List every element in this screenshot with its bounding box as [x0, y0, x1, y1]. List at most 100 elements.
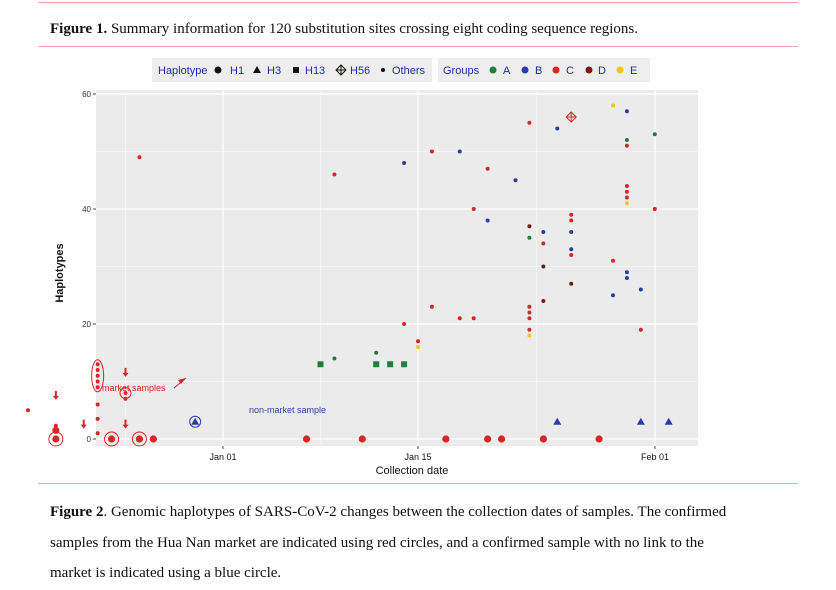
others-legend-label: Others [392, 65, 426, 77]
other-point [402, 161, 407, 165]
other-point [611, 293, 615, 298]
other-point [527, 327, 532, 332]
gridlines [96, 90, 698, 446]
other-point [95, 368, 100, 372]
other-point [332, 356, 337, 361]
other-point [485, 166, 490, 171]
group-a-legend-key [489, 66, 497, 74]
top-rule [38, 2, 798, 3]
other-point [541, 264, 546, 269]
other-point [485, 218, 490, 223]
y-axis-title: Haplotypes [54, 243, 66, 302]
red-arrow-marker [80, 419, 87, 429]
other-point [416, 345, 420, 349]
other-point [569, 281, 574, 286]
x-tick-label: Feb 01 [641, 452, 669, 462]
annotation-ring [119, 387, 132, 399]
other-point [137, 155, 142, 160]
h13-legend-label: H13 [305, 65, 325, 77]
y-tick-label: 20 [82, 320, 91, 329]
h3-point [664, 417, 673, 425]
group-b-legend-key [521, 66, 529, 74]
h1-legend-label: H1 [230, 65, 244, 77]
h3-point [636, 417, 645, 425]
other-point [569, 230, 574, 234]
h3-legend-key [253, 66, 261, 73]
other-point [541, 230, 546, 234]
groups-legend-title: Groups [443, 65, 480, 77]
other-point [95, 385, 100, 390]
other-point [569, 212, 574, 217]
h56-legend-label: H56 [350, 65, 370, 77]
group-c-legend-key [552, 66, 560, 74]
other-point [95, 402, 100, 407]
other-point [624, 276, 629, 280]
figure1-caption: Figure 1. Summary information for 120 su… [50, 21, 638, 38]
h56-point [565, 111, 577, 123]
other-point [471, 207, 476, 211]
other-point [569, 253, 574, 257]
haplotype-scatter-chart: Haplotype H1 H3 H13 H56 Others Groups A … [26, 58, 698, 477]
other-point [541, 241, 546, 246]
market-samples-label: market samples [102, 383, 166, 393]
other-point [95, 379, 100, 384]
other-point [513, 178, 518, 183]
h1-point [595, 435, 603, 443]
other-point [569, 247, 574, 252]
h1-point [358, 435, 366, 443]
other-point [624, 201, 629, 206]
other-point [123, 391, 128, 395]
axes: 0 20 40 60 Jan 01 Jan 15 Feb 01 [82, 90, 669, 462]
legend: Haplotype H1 H3 H13 H56 Others Groups A … [152, 58, 650, 82]
annotation-ring [131, 431, 147, 447]
h1-point [484, 435, 492, 443]
h1-point [497, 435, 506, 443]
h1-point [149, 435, 157, 443]
plot-panel [96, 90, 698, 446]
red-arrow-marker [52, 390, 59, 400]
other-point [638, 287, 643, 292]
other-point [471, 316, 476, 321]
other-point [402, 322, 407, 326]
figure1-text: Summary information for 120 substitution… [107, 21, 638, 37]
other-point [624, 138, 629, 142]
market-cluster-ellipse [91, 359, 105, 393]
other-point [53, 423, 58, 428]
h3-legend-label: H3 [267, 65, 281, 77]
other-point [374, 350, 379, 355]
other-point [527, 310, 532, 315]
x-tick-label: Jan 01 [209, 452, 236, 462]
other-point [569, 218, 574, 223]
h1-point [442, 435, 450, 443]
other-point [527, 304, 532, 309]
other-point [652, 132, 657, 137]
other-point [457, 149, 462, 154]
figure2-rule [38, 483, 798, 484]
other-point [95, 431, 100, 436]
figure2-label: Figure 2 [50, 504, 104, 520]
group-b-legend-label: B [535, 65, 542, 77]
nonmarket-annotation: non-market sample [249, 405, 326, 415]
data-points [26, 103, 673, 447]
other-point [652, 207, 657, 211]
other-point [457, 316, 462, 321]
group-c-legend-label: C [566, 65, 574, 77]
other-point [555, 126, 560, 131]
other-point [527, 316, 532, 321]
red-arrow-marker [122, 419, 129, 429]
other-point [416, 339, 420, 344]
other-point [611, 103, 615, 108]
other-point [638, 327, 643, 332]
h13-point [387, 361, 394, 368]
groups-legend-box [438, 58, 650, 82]
other-point [527, 224, 532, 229]
h13-point [401, 361, 408, 368]
mid-rule [38, 46, 798, 47]
h1-point [539, 435, 547, 443]
group-d-legend-label: D [598, 65, 606, 77]
other-point [527, 120, 532, 125]
red-arrow-marker [122, 367, 129, 377]
other-point [527, 333, 532, 338]
other-point [624, 109, 629, 114]
group-e-legend-label: E [630, 65, 637, 77]
